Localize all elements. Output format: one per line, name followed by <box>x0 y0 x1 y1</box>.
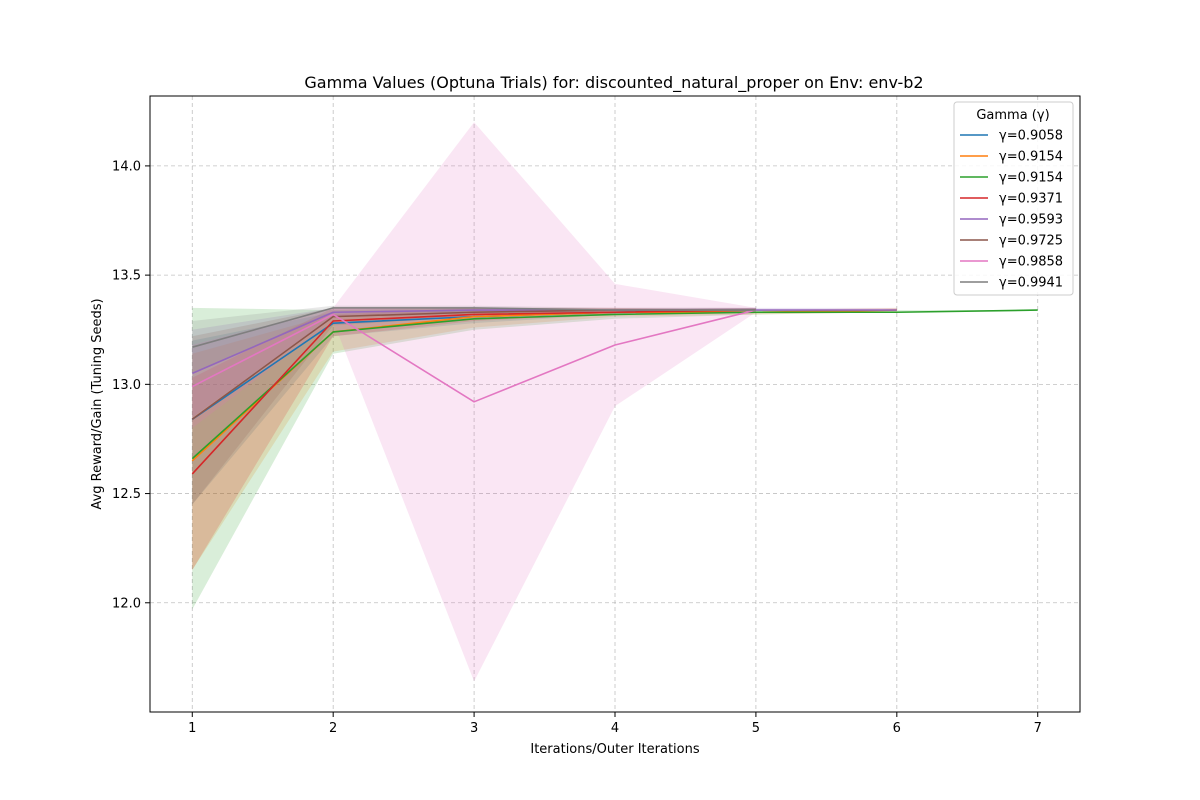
y-axis-label: Avg Reward/Gain (Tuning Seeds) <box>90 298 105 509</box>
x-tick-label: 1 <box>188 721 196 736</box>
series-line-7 <box>192 307 756 348</box>
legend-frame <box>953 101 1074 296</box>
legend-label-5: γ=0.9725 <box>999 234 1063 249</box>
x-tick-label: 7 <box>1034 721 1042 736</box>
series-line-6 <box>191 309 757 403</box>
legend: Gamma (γ) γ=0.9058 γ=0.9154 γ=0.9154 γ=0.93… <box>953 101 1074 296</box>
legend-label-1: γ=0.9154 <box>999 150 1063 165</box>
chart-title: Gamma Values (Optuna Trials) for: discou… <box>304 73 923 93</box>
confidence-band-2 <box>192 307 1038 610</box>
series-lines <box>191 307 1038 475</box>
y-tick-label: 12.0 <box>112 596 141 611</box>
y-tick-label: 13.0 <box>112 378 141 393</box>
legend-label-2: γ=0.9154 <box>999 171 1063 186</box>
legend-title: Gamma (γ) <box>976 108 1049 123</box>
legend-label-3: γ=0.9371 <box>999 192 1063 207</box>
x-tick-label: 6 <box>893 721 901 736</box>
legend-label-7: γ=0.9941 <box>999 276 1063 291</box>
legend-label-0: γ=0.9058 <box>999 129 1063 144</box>
y-tick-label: 12.5 <box>112 487 141 502</box>
confidence-band-1 <box>192 307 897 571</box>
y-tick-label: 14.0 <box>112 159 141 174</box>
y-tick-label: 13.5 <box>112 269 141 284</box>
legend-label-4: γ=0.9593 <box>999 213 1063 228</box>
legend-label-6: γ=0.9858 <box>999 255 1063 270</box>
x-axis-label: Iterations/Outer Iterations <box>530 742 699 757</box>
grid-layer <box>150 96 1080 712</box>
x-tick-label: 5 <box>752 721 760 736</box>
axis-ticks: 1 2 3 4 5 6 7 12.0 12.5 13.0 13.5 14.0 <box>112 159 1042 736</box>
series-line-4 <box>191 309 897 375</box>
x-tick-label: 2 <box>329 721 337 736</box>
confidence-band-5 <box>192 307 756 505</box>
legend-items: γ=0.9058 γ=0.9154 γ=0.9154 γ=0.9371 γ=0.9593… <box>960 129 1063 291</box>
x-tick-label: 4 <box>611 721 619 736</box>
series-line-2 <box>191 309 1038 460</box>
series-line-3 <box>191 309 756 475</box>
x-tick-label: 3 <box>470 721 478 736</box>
confidence-band-4 <box>192 307 897 418</box>
